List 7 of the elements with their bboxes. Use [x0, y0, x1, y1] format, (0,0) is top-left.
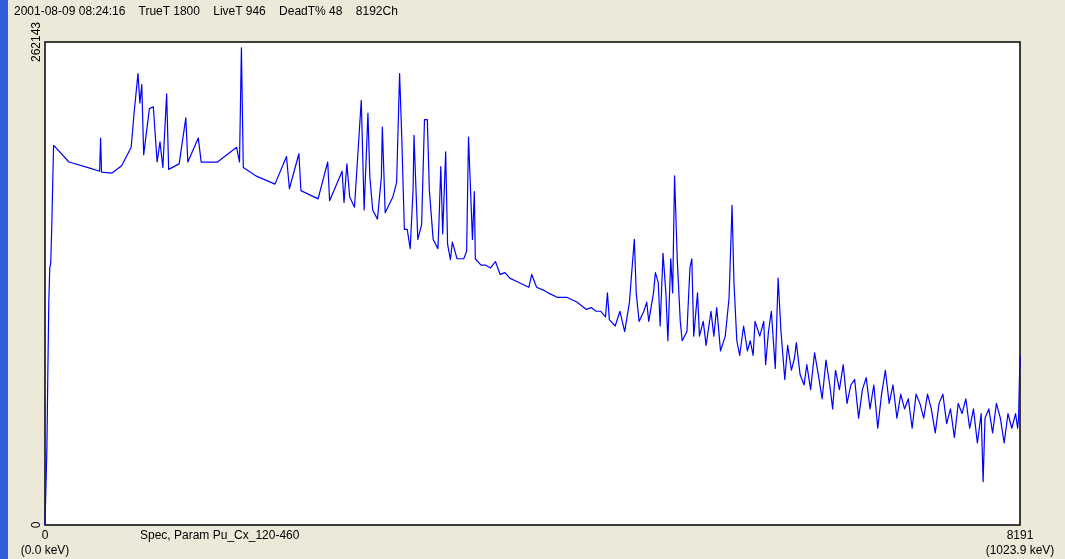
chart-title: 2001-08-09 08:24:16 TrueT 1800 LiveT 946 DeadT% 48 8192Ch [14, 4, 398, 18]
line-series [44, 47, 1021, 526]
x2-tick-label: (0.0 keV) [20, 543, 70, 557]
y-tick-label: 262143 [29, 21, 44, 63]
text: Spec, Param Pu_Cx_120-460 [140, 528, 300, 542]
x-tick-label: 8191 [1006, 528, 1034, 542]
x2-tick-label: (1023.9 keV) [985, 543, 1055, 557]
